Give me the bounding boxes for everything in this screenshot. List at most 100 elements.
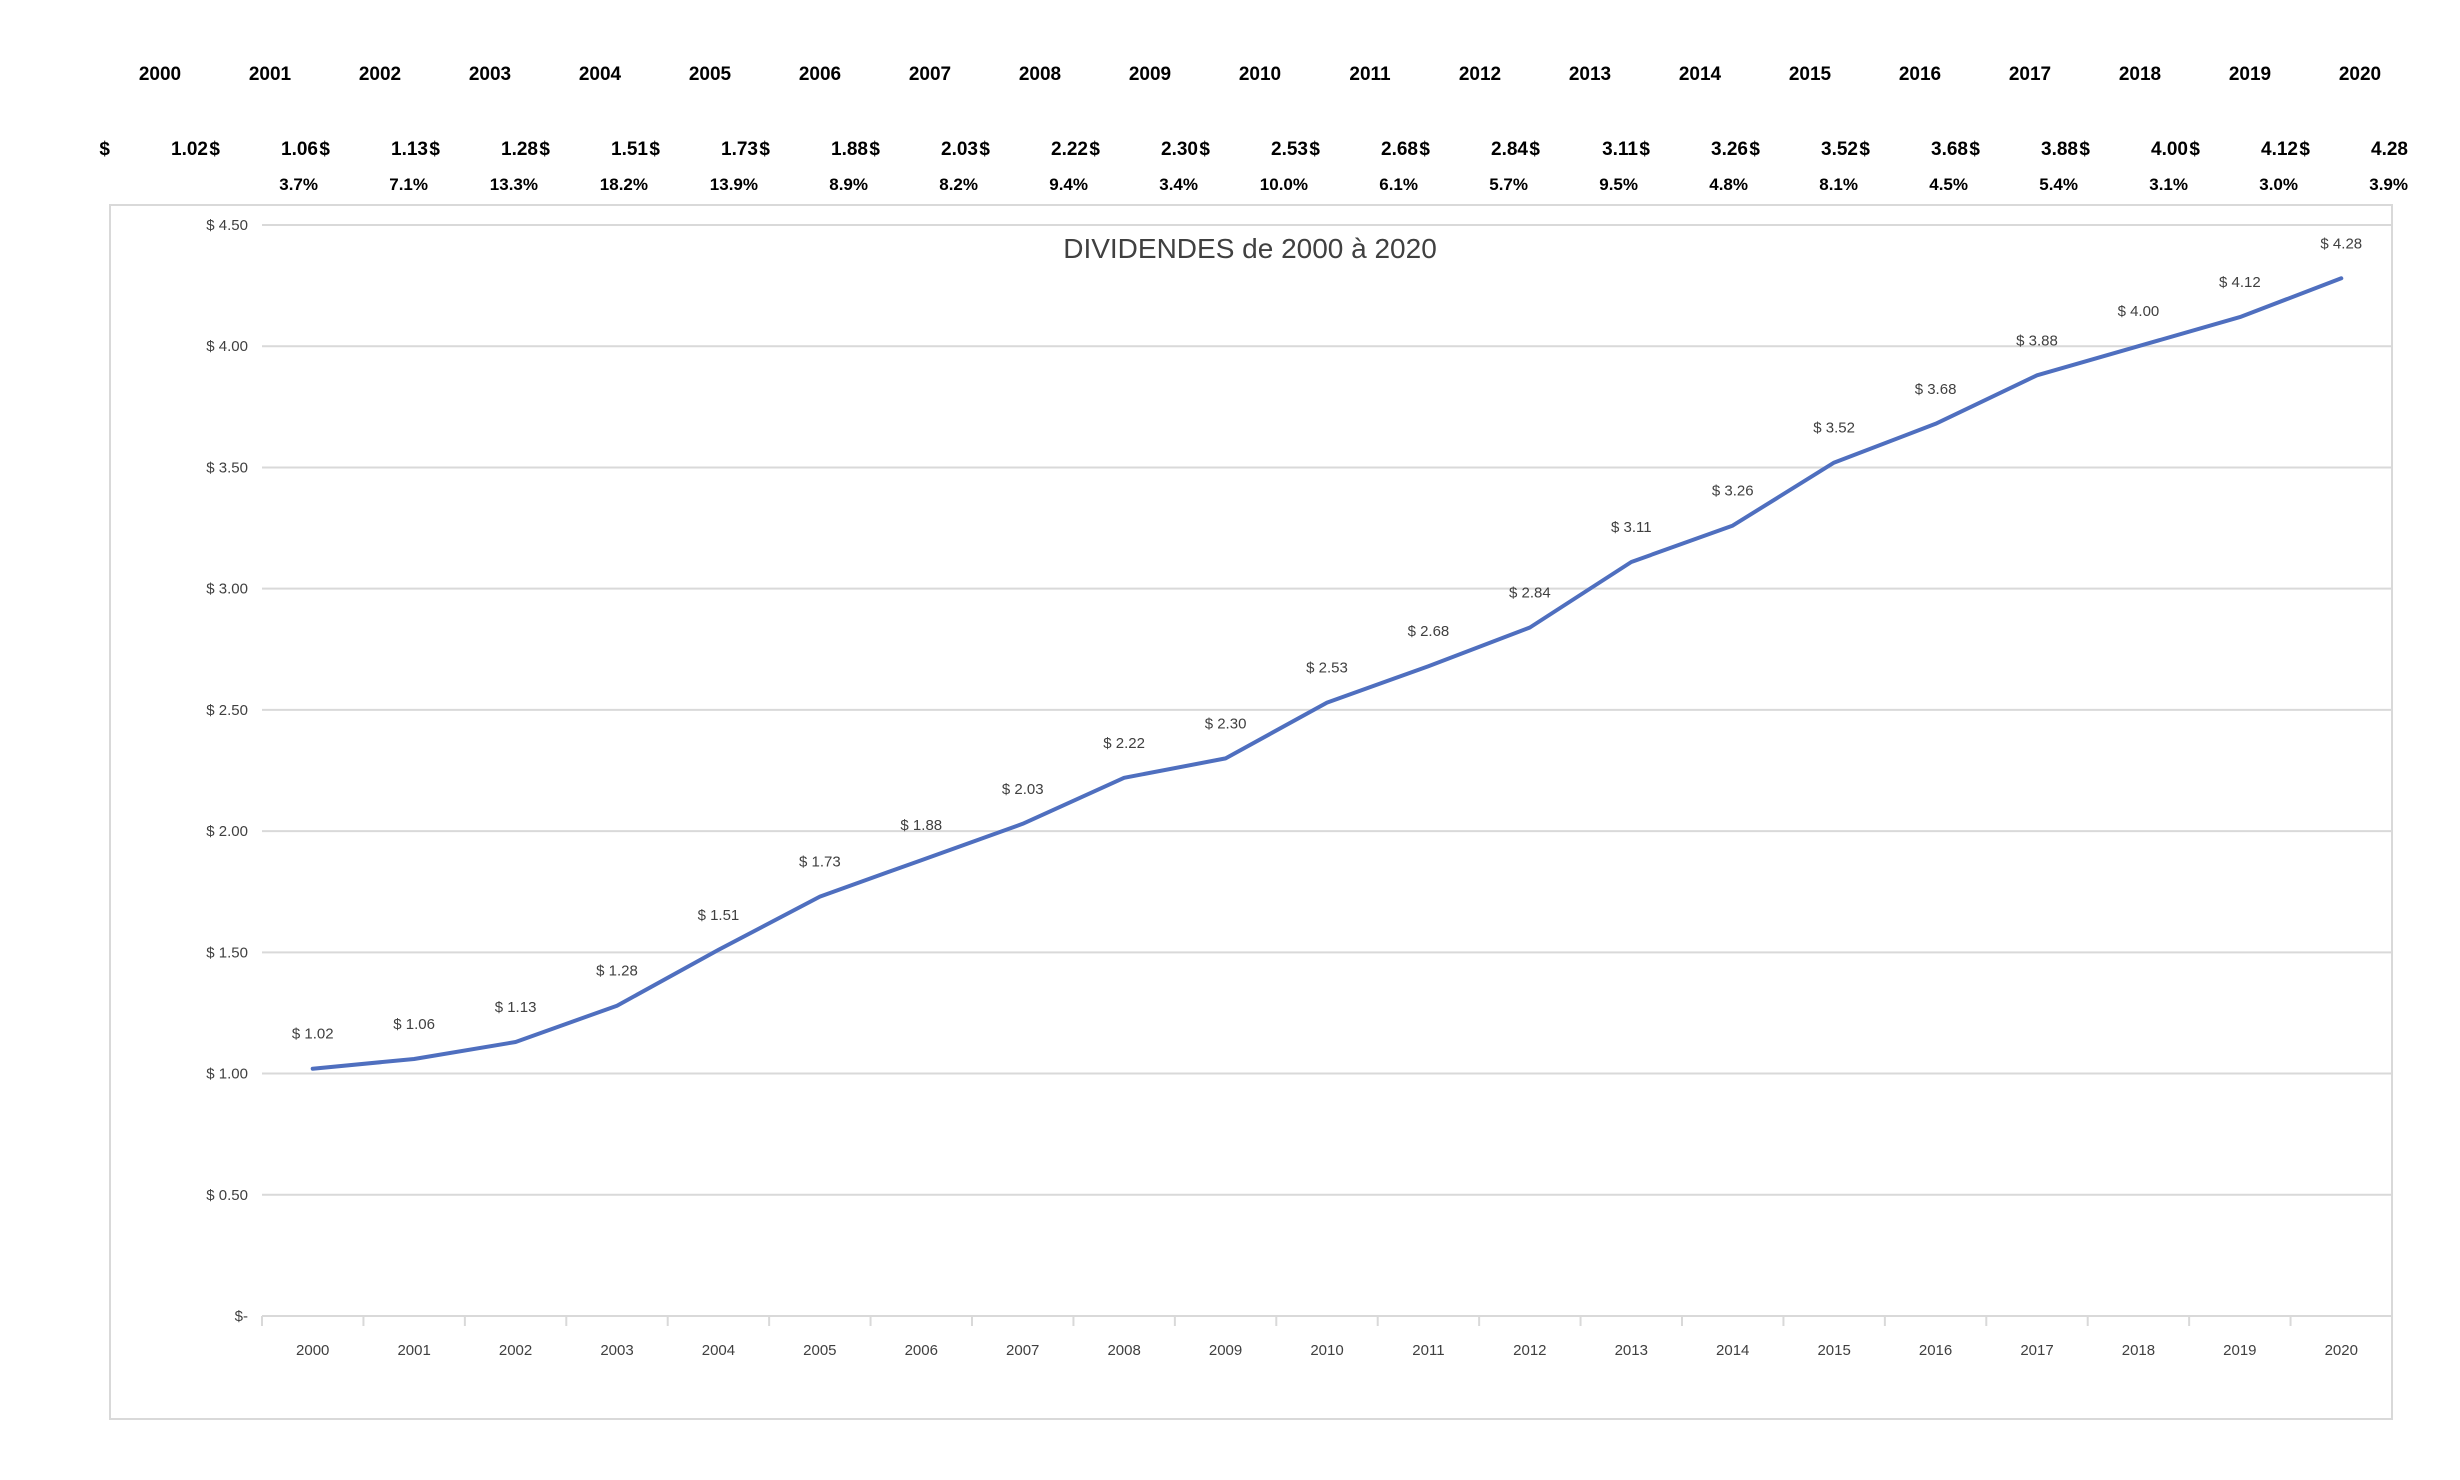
table-year-cell: 2010 [1239, 64, 1281, 85]
table-year-cell: 2006 [799, 64, 841, 85]
table-currency-symbol: $ [1089, 139, 1100, 160]
table-currency-symbol: $ [1749, 139, 1760, 160]
y-tick-label: $ 2.00 [206, 823, 248, 840]
data-label: $ 3.68 [1915, 381, 1957, 398]
data-label: $ 3.26 [1712, 483, 1754, 500]
table-dividend-cell: 1.13 [391, 139, 428, 160]
table-growth-cell: 5.4% [2039, 175, 2078, 194]
table-dividend-cell: 3.68 [1931, 139, 1968, 160]
data-label: $ 1.73 [799, 854, 841, 871]
x-tick-label: 2017 [2020, 1342, 2053, 1359]
data-label: $ 3.52 [1813, 420, 1855, 437]
table-year-cell: 2000 [139, 64, 181, 85]
table-dividend-cell: 1.88 [831, 139, 868, 160]
x-tick-label: 2003 [600, 1342, 633, 1359]
y-tick-label: $- [235, 1308, 248, 1325]
table-currency-symbol: $ [1529, 139, 1540, 160]
table-dividend-cell: 2.22 [1051, 139, 1088, 160]
table-year-cell: 2013 [1569, 64, 1611, 85]
table-year-cell: 2002 [359, 64, 401, 85]
x-tick-label: 2004 [702, 1342, 735, 1359]
x-tick-label: 2015 [1817, 1342, 1850, 1359]
data-label: $ 3.88 [2016, 332, 2058, 349]
table-year-cell: 2015 [1789, 64, 1832, 85]
table-dividend-cell: 4.12 [2261, 139, 2298, 160]
table-year-cell: 2020 [2339, 64, 2381, 85]
table-growth-cell: 8.1% [1819, 175, 1858, 194]
table-year-cell: 2003 [469, 64, 511, 85]
y-tick-label: $ 3.00 [206, 581, 248, 598]
table-growth-cell: 3.1% [2149, 175, 2188, 194]
data-label: $ 2.22 [1103, 735, 1145, 752]
table-currency-symbol: $ [1309, 139, 1320, 160]
data-label: $ 2.68 [1408, 623, 1450, 640]
x-tick-label: 2010 [1310, 1342, 1343, 1359]
y-tick-label: $ 2.50 [206, 702, 248, 719]
table-growth-cell: 9.5% [1599, 175, 1638, 194]
table-currency-symbol: $ [2189, 139, 2200, 160]
data-label: $ 4.12 [2219, 274, 2261, 291]
table-currency-symbol: $ [1199, 139, 1210, 160]
table-dividend-row: $1.02 $1.06 $1.13 $1.28 $1.51 $1.73 $1.88 $2.03… [99, 139, 2408, 160]
data-label: $ 1.28 [596, 963, 638, 980]
data-label: $ 3.11 [1611, 519, 1652, 536]
x-tick-label: 2019 [2223, 1342, 2256, 1359]
line-chart[interactable]: DIVIDENDES de 2000 à 2020 $- $ 0.50 $ 1.00… [109, 204, 2393, 1420]
table-dividend-cell: 2.53 [1271, 139, 1308, 160]
x-tick-label: 2000 [296, 1342, 329, 1359]
x-tick-label: 2013 [1615, 1342, 1648, 1359]
table-currency-symbol: $ [2079, 139, 2090, 160]
data-labels: $ 1.02 $ 1.06 $ 1.13 $ 1.28 $ 1.51 $ 1.73 $ 1.… [292, 235, 2362, 1042]
table-growth-cell: 13.9% [710, 175, 758, 194]
table-currency-symbol: $ [1969, 139, 1980, 160]
table-growth-cell: 9.4% [1049, 175, 1088, 194]
x-tick-label: 2002 [499, 1342, 532, 1359]
table-currency-symbol: $ [209, 139, 220, 160]
x-tick-label: 2011 [1412, 1342, 1444, 1359]
table-dividend-cell: 4.28 [2371, 139, 2408, 160]
data-label: $ 4.00 [2118, 303, 2160, 320]
x-tick-label: 2020 [2325, 1342, 2358, 1359]
table-year-cell: 2004 [579, 64, 622, 85]
table-year-cell: 2007 [909, 64, 951, 85]
data-label: $ 2.53 [1306, 660, 1348, 677]
data-label: $ 2.30 [1205, 715, 1247, 732]
table-year-row: 2000 2001 2002 2003 2004 2005 2006 2007 2008 2009… [139, 64, 2381, 85]
table-dividend-cell: 1.51 [611, 139, 648, 160]
table-currency-symbol: $ [649, 139, 660, 160]
x-tick-label: 2012 [1513, 1342, 1546, 1359]
table-dividend-cell: 3.88 [2041, 139, 2078, 160]
table-growth-cell: 7.1% [389, 175, 428, 194]
data-label: $ 1.51 [698, 907, 740, 924]
table-growth-cell: 3.9% [2369, 175, 2408, 194]
x-tick-label: 2014 [1716, 1342, 1749, 1359]
table-currency-symbol: $ [759, 139, 770, 160]
data-label: $ 1.13 [495, 999, 537, 1016]
x-tick-label: 2007 [1006, 1342, 1039, 1359]
chart-frame [109, 204, 2393, 1420]
table-growth-cell: 3.7% [279, 175, 318, 194]
table-dividend-cell: 3.11 [1602, 139, 1638, 160]
x-tick-label: 2001 [397, 1342, 430, 1359]
table-year-cell: 2014 [1679, 64, 1722, 85]
table-currency-symbol: $ [1419, 139, 1430, 160]
table-currency-symbol: $ [1639, 139, 1650, 160]
x-tick-label: 2005 [803, 1342, 836, 1359]
table-year-cell: 2016 [1899, 64, 1941, 85]
table-dividend-cell: 1.73 [721, 139, 758, 160]
table-currency-symbol: $ [869, 139, 880, 160]
table-currency-symbol: $ [539, 139, 550, 160]
table-dividend-cell: 1.02 [171, 139, 208, 160]
table-year-cell: 2018 [2119, 64, 2161, 85]
y-tick-label: $ 4.50 [206, 217, 248, 234]
table-growth-cell: 13.3% [490, 175, 538, 194]
table-dividend-cell: 2.68 [1381, 139, 1418, 160]
x-tick-label: 2009 [1209, 1342, 1242, 1359]
table-year-cell: 2017 [2009, 64, 2051, 85]
table-year-cell: 2019 [2229, 64, 2271, 85]
chart-title: DIVIDENDES de 2000 à 2020 [1063, 233, 1437, 264]
data-label: $ 1.02 [292, 1026, 334, 1043]
table-currency-symbol: $ [99, 139, 110, 160]
x-axis: 2000 2001 2002 2003 2004 2005 2006 2007 2008 2009… [261, 1316, 2393, 1359]
